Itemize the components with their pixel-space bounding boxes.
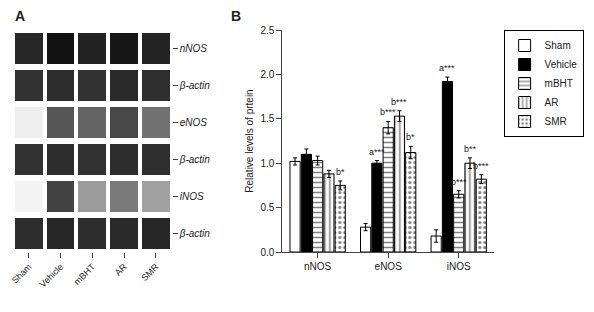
- svg-text:β-actin: β-actin: [179, 154, 211, 165]
- svg-text:iNOS: iNOS: [447, 261, 471, 272]
- svg-text:SMR: SMR: [139, 261, 161, 283]
- svg-text:a***: a***: [369, 147, 385, 157]
- svg-text:mBHT: mBHT: [545, 78, 573, 89]
- svg-text:a***: a***: [439, 63, 455, 73]
- svg-text:mBHT: mBHT: [72, 261, 97, 286]
- svg-text:b***: b***: [451, 177, 467, 187]
- svg-text:iNOS: iNOS: [180, 191, 204, 202]
- svg-text:0.5: 0.5: [260, 202, 274, 213]
- svg-text:A: A: [15, 8, 25, 24]
- svg-text:b*: b*: [406, 132, 415, 142]
- svg-text:nNOS: nNOS: [180, 43, 208, 54]
- svg-text:Vehicle: Vehicle: [38, 262, 66, 290]
- svg-text:β-actin: β-actin: [179, 228, 211, 239]
- svg-text:eNOS: eNOS: [375, 261, 403, 272]
- svg-text:Sham: Sham: [545, 40, 571, 51]
- svg-text:2.0: 2.0: [260, 69, 274, 80]
- svg-text:b**: b**: [464, 144, 477, 154]
- svg-text:SMR: SMR: [545, 116, 567, 127]
- svg-text:1.5: 1.5: [260, 113, 274, 124]
- svg-text:β-actin: β-actin: [179, 80, 211, 91]
- svg-text:Relative levels of prtein: Relative levels of prtein: [244, 89, 255, 192]
- svg-text:Sham: Sham: [10, 262, 34, 286]
- svg-text:nNOS: nNOS: [304, 261, 332, 272]
- svg-text:0.0: 0.0: [260, 247, 274, 258]
- svg-text:Vehicle: Vehicle: [545, 59, 578, 70]
- svg-text:b*: b*: [336, 167, 345, 177]
- svg-text:1.0: 1.0: [260, 158, 274, 169]
- svg-text:b***: b***: [473, 161, 489, 171]
- svg-text:2.5: 2.5: [260, 25, 274, 36]
- svg-text:b***: b***: [391, 97, 407, 107]
- svg-text:eNOS: eNOS: [180, 117, 208, 128]
- svg-text:AR: AR: [113, 261, 129, 277]
- svg-text:AR: AR: [545, 97, 559, 108]
- svg-text:b***: b***: [380, 107, 396, 117]
- svg-text:B: B: [231, 8, 241, 24]
